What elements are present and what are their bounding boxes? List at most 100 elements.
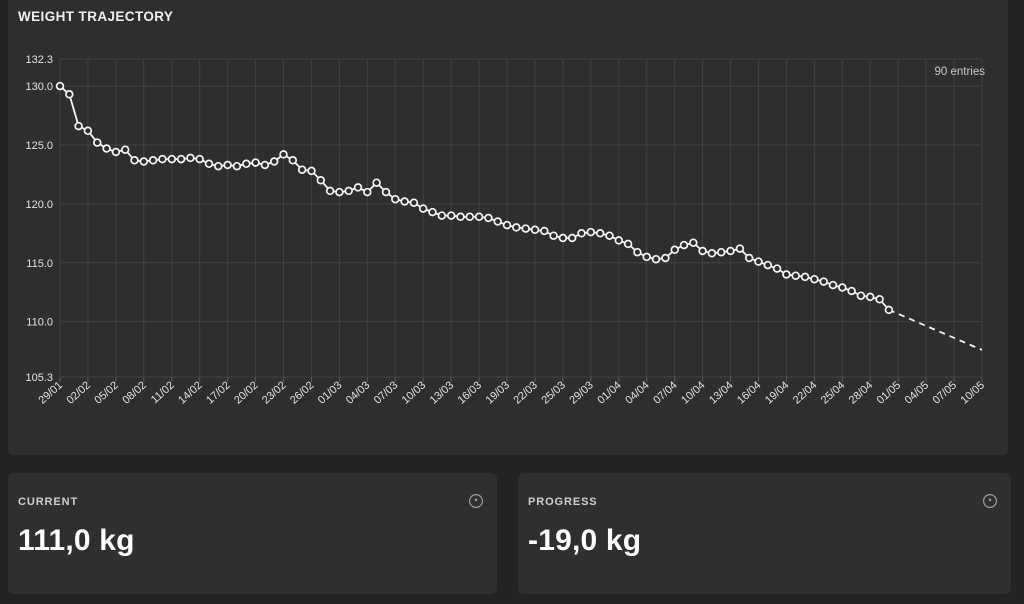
data-point-marker [735,244,745,253]
data-point-marker [167,154,177,164]
data-point-marker [456,212,465,222]
data-point-marker [698,246,707,256]
data-point-marker [204,159,214,169]
data-point-marker [139,157,149,166]
data-point-marker [428,207,437,217]
x-axis-label: 07/05 [931,379,959,406]
x-axis-label: 10/03 [400,379,428,406]
data-point-marker [623,239,633,249]
data-point-marker [744,253,754,263]
data-point-marker [856,291,866,300]
x-axis-label: 07/03 [372,379,400,406]
data-point-marker [595,229,605,238]
x-axis-label: 25/04 [819,379,847,406]
info-circle-icon[interactable] [982,493,998,509]
weight-series-line [59,85,890,311]
entries-count-badge: 90 entries [934,66,985,78]
data-point-marker [55,81,65,91]
data-point-marker [335,187,344,197]
data-point-marker [605,231,614,240]
data-point-marker [586,227,596,237]
x-axis-label: 23/02 [260,379,288,406]
data-point-marker [130,156,139,165]
data-point-marker [884,305,894,315]
y-axis-label: 115.0 [26,258,53,270]
progress-card: PROGRESS -19,0 kg [518,473,1011,594]
data-point-marker [437,211,447,220]
current-card-value: 111,0 kg [18,524,135,557]
data-point-marker [791,271,800,280]
data-point-marker [102,144,111,153]
x-axis-label: 01/04 [595,379,623,406]
x-axis-label: 13/04 [707,379,735,406]
x-axis-label: 16/03 [456,379,484,406]
x-axis-label: 01/05 [875,379,903,406]
x-axis-label: 25/03 [539,379,567,406]
data-point-marker [819,277,828,286]
data-point-marker [381,187,391,197]
x-axis-label: 13/03 [428,379,456,406]
data-point-marker [391,194,400,204]
weight-trajectory-panel: WEIGHT TRAJECTORY 132.3 130.0 125.0 120.0 11… [8,0,1008,455]
data-point-marker [93,138,102,147]
data-point-markers [55,81,894,315]
data-point-marker [614,236,624,245]
grid-lines [59,58,983,382]
x-axis-label: 08/02 [120,379,148,406]
data-point-marker [148,156,158,165]
y-axis-label: 120.0 [25,199,53,211]
y-axis-labels: 132.3 130.0 125.0 120.0 115.0 110.0 105.3 [25,54,53,384]
x-axis-label: 11/02 [149,379,177,406]
x-axis-label: 02/02 [64,379,92,406]
x-axis-label: 14/02 [176,379,204,406]
forecast-dashed-line [888,309,983,351]
data-point-marker [344,186,353,196]
data-point-marker [353,183,363,192]
data-point-marker [772,264,782,273]
data-point-marker [120,145,130,154]
x-axis-label: 07/04 [651,379,679,406]
y-axis-label: 105.3 [25,372,53,384]
info-circle-icon[interactable] [468,493,484,509]
data-point-marker [400,197,409,206]
data-point-marker [800,272,810,282]
data-point-marker [65,90,74,99]
data-point-marker [549,231,558,240]
x-axis-label: 29/03 [567,379,595,406]
x-axis-label: 22/04 [791,379,819,406]
progress-card-label: PROGRESS [528,496,598,508]
data-point-marker [83,126,93,136]
data-point-marker [540,226,549,236]
progress-card-value: -19,0 kg [528,524,642,557]
y-axis-label: 125.0 [25,140,53,152]
data-point-marker [530,225,540,235]
data-point-marker [214,161,223,171]
data-point-marker [223,160,232,170]
current-card: CURRENT 111,0 kg [8,473,497,594]
data-point-marker [484,213,493,223]
data-point-marker [512,223,521,232]
data-point-marker [577,229,586,238]
x-axis-label: 22/03 [511,379,539,406]
data-point-marker [111,147,121,157]
x-axis-label: 01/03 [316,379,344,406]
data-point-marker [661,253,670,263]
data-point-marker [363,187,372,197]
data-point-marker [176,154,186,164]
data-point-marker [810,274,819,284]
data-point-marker [679,240,689,250]
data-point-marker [158,154,167,164]
x-axis-label: 10/05 [959,379,987,406]
x-axis-label: 10/04 [679,379,707,406]
data-point-marker [409,198,419,207]
data-point-marker [260,160,270,170]
y-axis-label: 132.3 [25,54,53,66]
data-point-marker [493,217,502,226]
y-axis-label: 130.0 [25,81,53,93]
data-point-marker [297,165,307,174]
x-axis-label: 04/04 [623,379,651,406]
x-axis-label: 20/02 [232,379,260,406]
y-axis-label: 110.0 [26,317,53,329]
data-point-marker [875,295,884,304]
